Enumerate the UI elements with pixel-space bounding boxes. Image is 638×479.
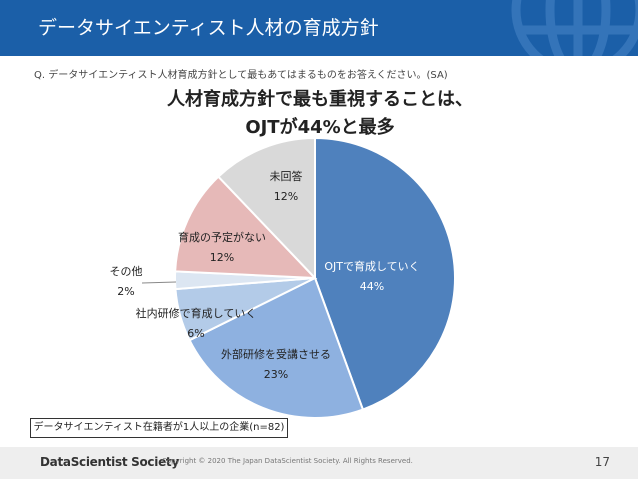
header-bar: データサイエンティスト人材の育成方針: [0, 0, 638, 56]
page-title: データサイエンティスト人材の育成方針: [38, 17, 379, 39]
slice-label: OJTで育成していく: [324, 259, 419, 273]
pie-slice: [216, 136, 316, 281]
chart-title-line-2: OJTが44%と最多: [245, 117, 395, 138]
label-leader-line: [141, 281, 177, 284]
slice-value-label: 12%: [274, 190, 298, 203]
slice-label: その他: [110, 265, 143, 278]
slice-label: 未回答: [270, 169, 303, 183]
globe-decoration-icon: [511, 0, 638, 56]
slice-label: 社内研修で育成していく: [136, 306, 257, 320]
footer: DataScientist Society Copyright © 2020 T…: [0, 447, 638, 479]
page-number: 17: [594, 455, 610, 469]
pie-slice: [188, 276, 365, 419]
slice-value-label: 23%: [264, 368, 288, 381]
slice-value-label: 2%: [117, 285, 134, 298]
slice-label: 育成の予定がない: [178, 230, 266, 244]
slice-value-label: 6%: [187, 327, 204, 340]
pie-slice: [314, 136, 456, 411]
slice-value-label: 44%: [360, 280, 384, 293]
sample-note: データサイエンティスト在籍者が1人以上の企業(n=82): [30, 418, 288, 438]
pie-slice: [174, 175, 318, 280]
slice-label: 外部研修を受講させる: [221, 347, 331, 361]
chart-title: 人材育成方針で最も重視することは、 OJTが44%と最多: [90, 86, 550, 142]
survey-question: Q. データサイエンティスト人材育成方針として最もあてはまるものをお答えください…: [34, 70, 448, 81]
footer-copyright: Copyright © 2020 The Japan DataScientist…: [162, 457, 413, 465]
footer-logo: DataScientist Society: [40, 455, 179, 469]
slice-value-label: 12%: [210, 251, 234, 264]
chart-title-line-1: 人材育成方針で最も重視することは、: [167, 89, 473, 110]
